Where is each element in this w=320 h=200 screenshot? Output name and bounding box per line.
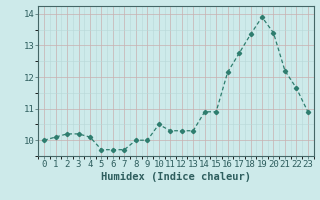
X-axis label: Humidex (Indice chaleur): Humidex (Indice chaleur) xyxy=(101,172,251,182)
